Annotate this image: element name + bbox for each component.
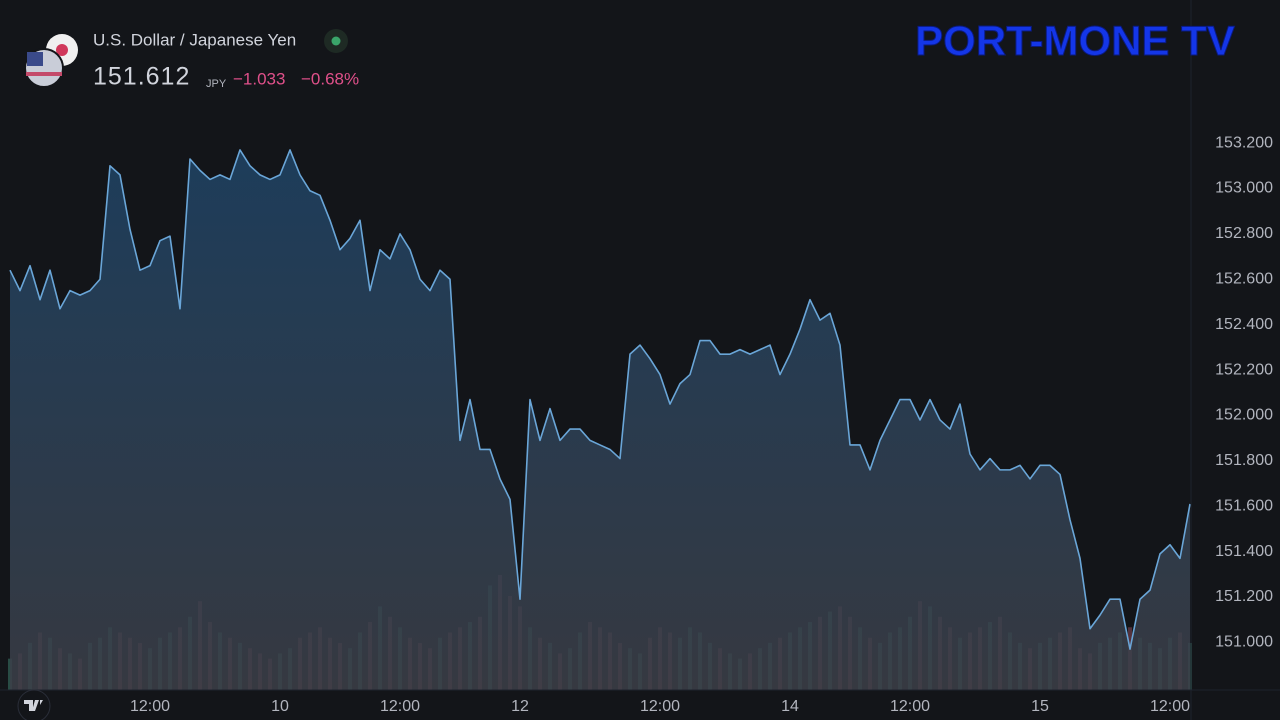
watermark: PORT-MONE TV	[915, 17, 1235, 64]
usd-flag-stripe	[26, 72, 62, 76]
y-tick-label: 151.400	[1215, 543, 1273, 560]
x-tick-label: 12:00	[1150, 698, 1190, 715]
x-tick-label: 12:00	[380, 698, 420, 715]
x-tick-label: 12	[511, 698, 529, 715]
y-tick-label: 153.200	[1215, 134, 1273, 151]
currency: JPY	[206, 78, 227, 90]
price-line	[9, 149, 1191, 650]
tv-logo-mark	[24, 700, 43, 711]
x-tick-label: 12:00	[130, 698, 170, 715]
x-tick-label: 10	[271, 698, 289, 715]
y-tick-label: 152.200	[1215, 361, 1273, 378]
x-tick-label: 12:00	[890, 698, 930, 715]
y-tick-label: 153.000	[1215, 180, 1273, 197]
y-tick-label: 151.800	[1215, 452, 1273, 469]
price-change: −1.033	[233, 69, 285, 88]
status-dot	[331, 36, 341, 46]
y-tick-label: 152.800	[1215, 225, 1273, 242]
price: 151.612	[93, 63, 190, 91]
usd-flag-canton	[27, 52, 43, 66]
jpy-flag-sun	[56, 44, 68, 56]
price-change-percent: −0.68%	[301, 69, 359, 88]
symbol-title: U.S. Dollar / Japanese Yen	[93, 30, 296, 49]
y-tick-label: 151.600	[1215, 497, 1273, 514]
y-tick-label: 152.400	[1215, 316, 1273, 333]
y-tick-label: 151.000	[1215, 634, 1273, 651]
y-tick-label: 152.000	[1215, 407, 1273, 424]
x-tick-label: 12:00	[640, 698, 680, 715]
x-tick-label: 14	[781, 698, 799, 715]
area-fill	[10, 149, 1190, 690]
y-tick-label: 151.200	[1215, 588, 1273, 605]
y-tick-label: 152.600	[1215, 270, 1273, 287]
x-tick-label: 15	[1031, 698, 1049, 715]
